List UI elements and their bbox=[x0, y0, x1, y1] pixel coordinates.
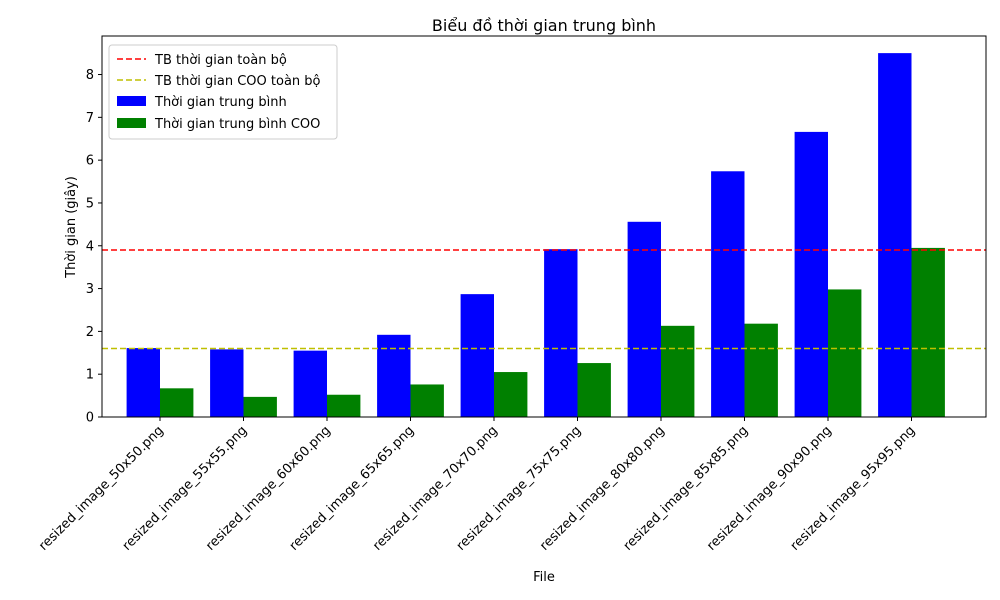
y-axis: 0 1 2 3 4 5 6 7 8 bbox=[86, 68, 102, 426]
bar-avg-time-2 bbox=[293, 350, 327, 417]
x-axis: resized_image_50x50.pngresized_image_55x… bbox=[36, 417, 918, 554]
plot-frame bbox=[101, 35, 987, 418]
reference-lines-group bbox=[102, 249, 986, 350]
y-axis-label: Thời gian (giây) bbox=[64, 176, 79, 279]
bar-avg-time-9 bbox=[878, 53, 912, 417]
bar-avg-time-4 bbox=[460, 294, 494, 417]
bar-avg-time-coo-2 bbox=[327, 394, 361, 417]
y-tick-label: 8 bbox=[86, 68, 94, 83]
bar-avg-time-1 bbox=[210, 349, 244, 417]
legend-label: TB thời gian COO toàn bộ bbox=[154, 74, 321, 89]
x-axis-label: File bbox=[533, 570, 555, 585]
bar-avg-time-coo-4 bbox=[494, 372, 528, 417]
y-tick-label: 1 bbox=[86, 368, 94, 383]
bar-avg-time-6 bbox=[627, 221, 661, 417]
y-tick-label: 0 bbox=[86, 411, 94, 426]
bar-avg-time-8 bbox=[794, 131, 828, 417]
legend-swatch-bar bbox=[117, 96, 146, 106]
legend-box bbox=[108, 44, 338, 140]
bar-avg-time-coo-5 bbox=[577, 363, 611, 417]
bar-avg-time-coo-1 bbox=[243, 396, 277, 417]
y-tick-label: 6 bbox=[86, 154, 94, 169]
bar-avg-time-coo-6 bbox=[661, 325, 695, 417]
y-tick-label: 2 bbox=[86, 325, 94, 340]
y-tick-label: 5 bbox=[86, 196, 94, 211]
legend-swatch-bar bbox=[117, 118, 146, 128]
bar-avg-time-coo-7 bbox=[744, 323, 778, 417]
bar-avg-time-7 bbox=[711, 171, 745, 417]
bar-avg-time-3 bbox=[377, 334, 411, 417]
y-tick-label: 3 bbox=[86, 282, 94, 297]
bar-avg-time-coo-9 bbox=[911, 247, 945, 417]
chart-title: Biểu đồ thời gian trung bình bbox=[432, 16, 656, 35]
legend-label: TB thời gian toàn bộ bbox=[154, 53, 287, 68]
bar-avg-time-coo-0 bbox=[160, 388, 194, 417]
legend-label: Thời gian trung bình bbox=[154, 95, 287, 110]
bar-avg-time-5 bbox=[544, 249, 578, 417]
bar-avg-time-coo-3 bbox=[410, 384, 444, 417]
y-tick-label: 4 bbox=[86, 239, 94, 254]
bar-avg-time-0 bbox=[126, 348, 160, 417]
legend-label: Thời gian trung bình COO bbox=[154, 117, 320, 132]
bar-avg-time-coo-8 bbox=[828, 289, 862, 417]
legend: TB thời gian toàn bộ TB thời gian COO toà… bbox=[108, 44, 338, 140]
y-tick-label: 7 bbox=[86, 111, 94, 126]
